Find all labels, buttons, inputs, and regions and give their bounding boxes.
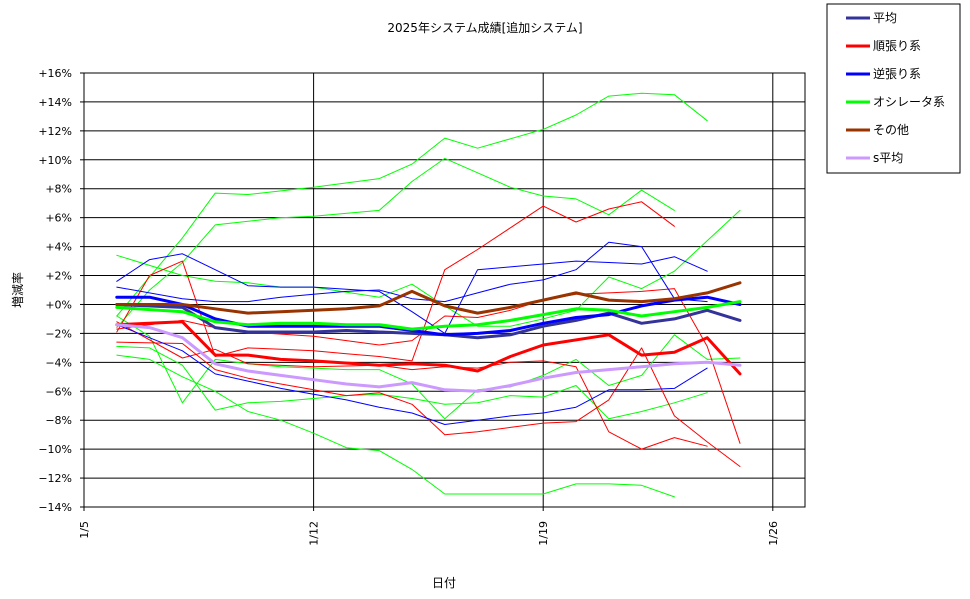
y-tick-label: +4% (45, 241, 72, 254)
y-tick-label: +14% (38, 96, 72, 109)
series-line-その他 (115, 281, 742, 315)
legend-box (826, 3, 961, 174)
y-tick-label: +0% (45, 298, 72, 311)
legend-label: 順張り系 (873, 39, 921, 53)
y-tick-label: +12% (38, 125, 72, 138)
series-line-system (116, 157, 675, 329)
chart-title: 2025年システム成績[追加システム] (387, 20, 582, 35)
y-tick-label: −2% (45, 327, 72, 340)
x-tick-label: 1/5 (78, 521, 91, 539)
legend-label: s平均 (873, 151, 903, 165)
series-line-順張り系 (115, 320, 742, 376)
x-tick-label: 1/12 (308, 521, 321, 546)
x-axis-label: 日付 (432, 576, 456, 590)
y-tick-label: −6% (45, 385, 72, 398)
legend-label: その他 (873, 123, 909, 137)
legend-label: 平均 (873, 11, 897, 25)
y-tick-label: −14% (38, 501, 72, 514)
y-tick-label: −12% (38, 472, 72, 485)
y-axis-label: 増減率 (10, 272, 25, 308)
y-tick-label: +8% (45, 183, 72, 196)
series-line-system (116, 92, 708, 317)
series-lines (115, 92, 742, 498)
series-line-system (116, 324, 708, 425)
series-line-オシレータ系 (115, 300, 742, 331)
y-tick-label: +2% (45, 270, 72, 283)
y-tick-label: −8% (45, 414, 72, 427)
y-tick-label: +6% (45, 212, 72, 225)
y-tick-label: +10% (38, 154, 72, 167)
legend-label: 逆張り系 (873, 66, 921, 81)
series-line-system (116, 345, 708, 420)
series-line-system (116, 354, 675, 498)
series-line-s平均 (115, 323, 742, 393)
x-tick-label: 1/26 (767, 521, 780, 546)
series-line-system (116, 341, 741, 467)
series-line-system (116, 253, 708, 334)
y-tick-label: −4% (45, 356, 72, 369)
series-line-逆張り系 (115, 295, 742, 337)
legend-label: オシレータ系 (873, 95, 945, 109)
y-axis-ticks: +16% +14% +12% +10% +8% +6% +4% +2% +0% −2% −4% −6%… (38, 67, 72, 514)
series-line-平均 (115, 303, 742, 340)
series-line-system (116, 201, 675, 362)
y-tick-label: +16% (38, 67, 72, 80)
y-tick-label: −10% (38, 443, 72, 456)
x-axis-ticks: 1/5 1/12 1/19 1/26 (78, 521, 780, 546)
chart-grid (80, 72, 805, 511)
x-tick-label: 1/19 (537, 521, 550, 546)
plot-frame (83, 72, 806, 508)
